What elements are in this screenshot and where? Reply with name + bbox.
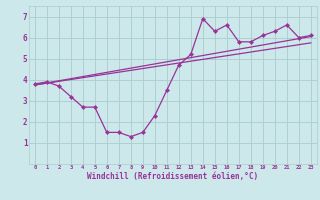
X-axis label: Windchill (Refroidissement éolien,°C): Windchill (Refroidissement éolien,°C)	[87, 172, 258, 181]
